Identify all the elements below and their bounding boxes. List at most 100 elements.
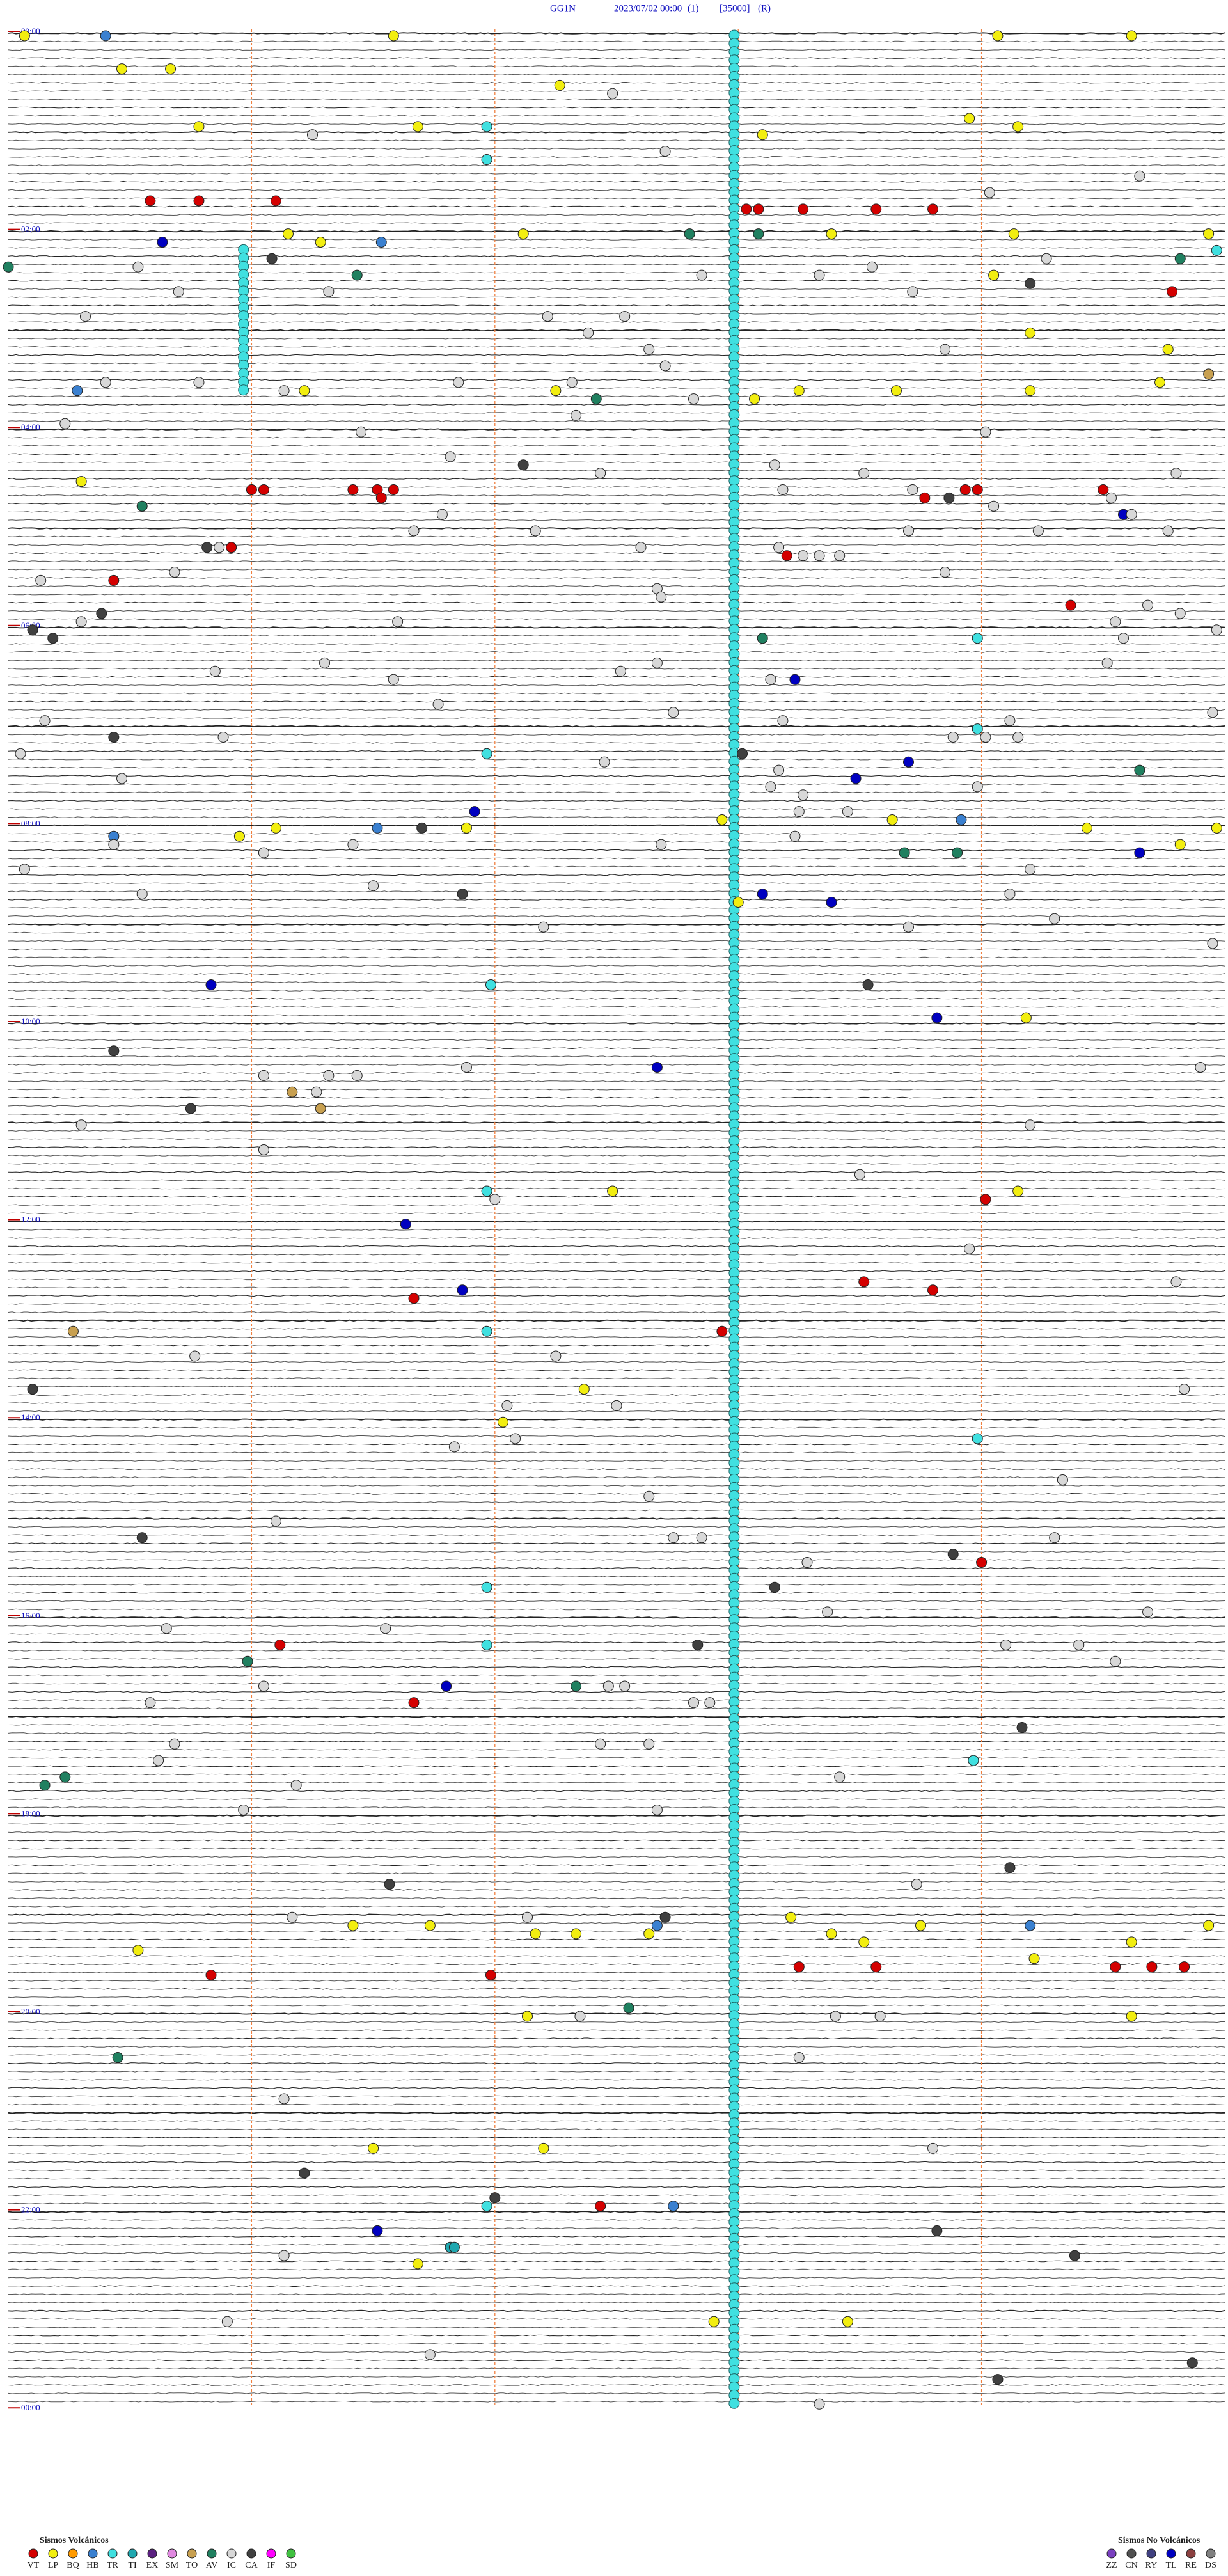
event-mark: [988, 500, 1000, 512]
event-mark: [716, 814, 728, 825]
trace: [8, 197, 1225, 200]
event-mark: [457, 1284, 468, 1296]
header: GG1N 2023/07/02 00:00 (1) [35000] (R): [550, 3, 771, 13]
trace: [8, 2145, 1225, 2147]
event-marks: [3, 29, 1222, 2410]
event-mark: [1041, 253, 1052, 264]
event-mark: [777, 715, 789, 727]
legend-swatch: [107, 2548, 118, 2559]
event-mark: [485, 1970, 496, 1980]
event-mark: [469, 806, 480, 818]
event-mark: [590, 393, 602, 405]
trace: [8, 1088, 1225, 1091]
trace: [8, 1451, 1225, 1454]
event-mark: [233, 830, 245, 842]
trace: [8, 2384, 1225, 2386]
trace: [8, 387, 1225, 390]
trace: [8, 1468, 1225, 1470]
trace: [8, 115, 1225, 117]
trace: [8, 214, 1225, 216]
trace: [8, 1905, 1225, 1908]
trace: [8, 296, 1225, 299]
legend-item: TI: [128, 2561, 137, 2570]
event-mark: [773, 542, 785, 553]
event-mark: [108, 1045, 120, 1057]
trace: [8, 2120, 1225, 2122]
trace: [8, 1501, 1225, 1503]
trace: [8, 593, 1225, 596]
event-mark: [988, 269, 1000, 281]
trace: [8, 2078, 1225, 2081]
trace: [8, 1047, 1225, 1050]
event-mark: [258, 1680, 269, 1692]
hour-label: 00:00: [21, 2403, 40, 2412]
event-mark: [769, 459, 780, 471]
trace: [8, 1327, 1225, 1330]
event-mark: [1142, 1606, 1154, 1618]
legend: Sismos Volcánicos VT LP BQ HB TR TI EX SM TO AV IC C…: [28, 2536, 1216, 2570]
trace: [8, 2202, 1225, 2205]
event-mark: [931, 2225, 943, 2236]
trace: [8, 1526, 1225, 1528]
trace: [8, 180, 1225, 183]
trace: [8, 1352, 1225, 1355]
event-mark: [15, 748, 26, 759]
legend-swatch: [127, 2548, 138, 2559]
event-mark: [890, 385, 902, 397]
event-mark: [424, 2349, 436, 2360]
event-mark: [75, 476, 87, 487]
trace: [8, 1881, 1225, 1883]
event-mark: [550, 385, 562, 397]
event-mark: [927, 203, 939, 215]
header-field: 2023/07/02 00:00: [614, 3, 682, 13]
event-mark: [619, 1680, 631, 1692]
trace: [8, 1072, 1225, 1074]
legend-swatch: [147, 2548, 157, 2559]
event-mark: [3, 261, 14, 273]
event-mark: [619, 311, 631, 322]
event-mark: [1110, 1961, 1121, 1973]
event-mark: [39, 1780, 51, 1791]
trace: [8, 1460, 1225, 1462]
event-mark: [424, 1920, 436, 1931]
event-mark: [1211, 624, 1222, 636]
trace: [8, 354, 1225, 356]
event-mark: [112, 2052, 123, 2063]
event-mark: [530, 525, 541, 537]
event-mark: [911, 1879, 922, 1890]
trace: [8, 313, 1225, 315]
trace: [8, 1006, 1225, 1008]
hour-label: 02:00: [21, 225, 40, 234]
event-mark: [952, 847, 963, 858]
tremor-mark: [728, 2398, 740, 2409]
trace: [8, 882, 1225, 885]
event-mark: [153, 1755, 164, 1766]
event-mark: [311, 1086, 322, 1098]
event-mark: [583, 327, 594, 338]
trace: [8, 700, 1225, 703]
trace: [8, 742, 1225, 744]
event-mark: [1110, 1655, 1121, 1667]
trace: [8, 1080, 1225, 1082]
event-mark: [278, 2250, 290, 2261]
event-mark: [408, 1293, 420, 1304]
event-mark: [299, 385, 310, 397]
event-mark: [375, 237, 387, 248]
event-mark: [448, 2241, 460, 2253]
hour-label: 10:00: [21, 1016, 40, 1026]
trace: [8, 2392, 1225, 2394]
event-mark: [651, 1920, 663, 1931]
trace: [8, 1839, 1225, 1842]
trace: [8, 1559, 1225, 1561]
legend-item: BQ: [67, 2561, 79, 2570]
event-mark: [1012, 121, 1024, 132]
trace: [8, 288, 1225, 290]
trace: [8, 635, 1225, 637]
event-mark: [489, 2192, 501, 2204]
event-mark: [992, 30, 1004, 42]
trace: [8, 1336, 1225, 1338]
trace: [8, 1278, 1225, 1281]
legend-swatch: [1186, 2548, 1196, 2559]
legend-swatch: [187, 2548, 197, 2559]
event-mark: [956, 814, 967, 825]
